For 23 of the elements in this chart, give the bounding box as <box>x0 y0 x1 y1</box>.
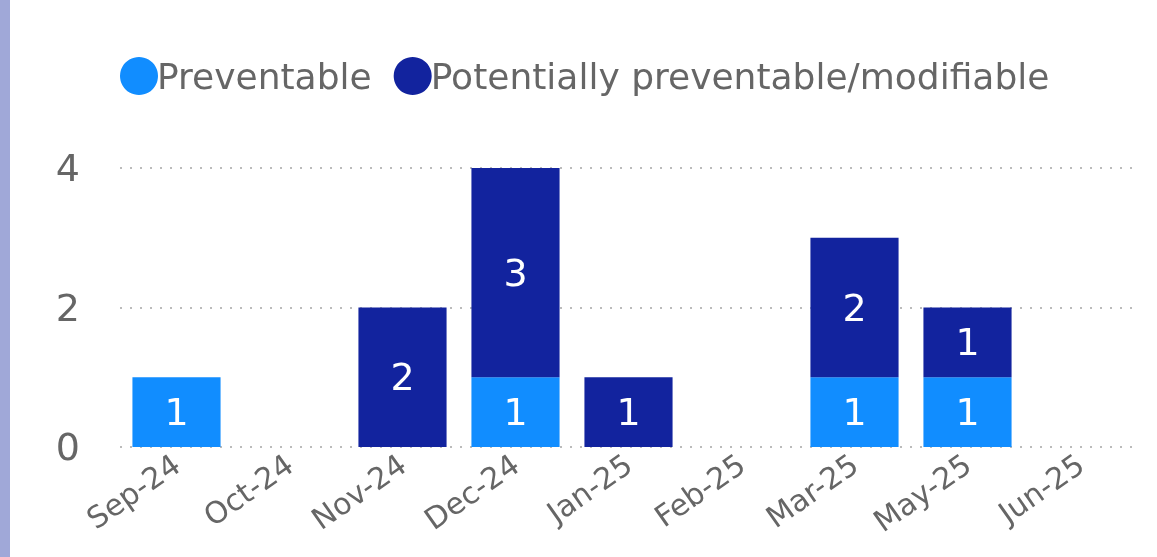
y-tick-label: 2 <box>55 285 80 330</box>
bar <box>923 377 1012 447</box>
bar <box>584 377 673 447</box>
legend-label: Preventable <box>157 55 372 97</box>
data-label: 1 <box>842 390 867 435</box>
data-label: 2 <box>390 355 415 400</box>
bar <box>132 377 221 447</box>
data-label: 3 <box>503 250 528 295</box>
bar <box>471 168 560 378</box>
data-label: 1 <box>955 320 980 365</box>
data-label: 1 <box>616 390 641 435</box>
data-label: 1 <box>955 390 980 435</box>
bar <box>358 307 447 447</box>
data-label: 2 <box>842 285 867 330</box>
data-label: 1 <box>503 390 528 435</box>
y-tick-label: 0 <box>55 425 80 469</box>
bar <box>471 377 560 447</box>
y-tick-label: 4 <box>55 146 80 190</box>
bar <box>810 237 899 378</box>
bar <box>810 377 899 447</box>
data-label: 1 <box>164 390 189 435</box>
legend-label: Potentially preventable/modifiable <box>430 55 1050 97</box>
bar <box>923 307 1012 378</box>
